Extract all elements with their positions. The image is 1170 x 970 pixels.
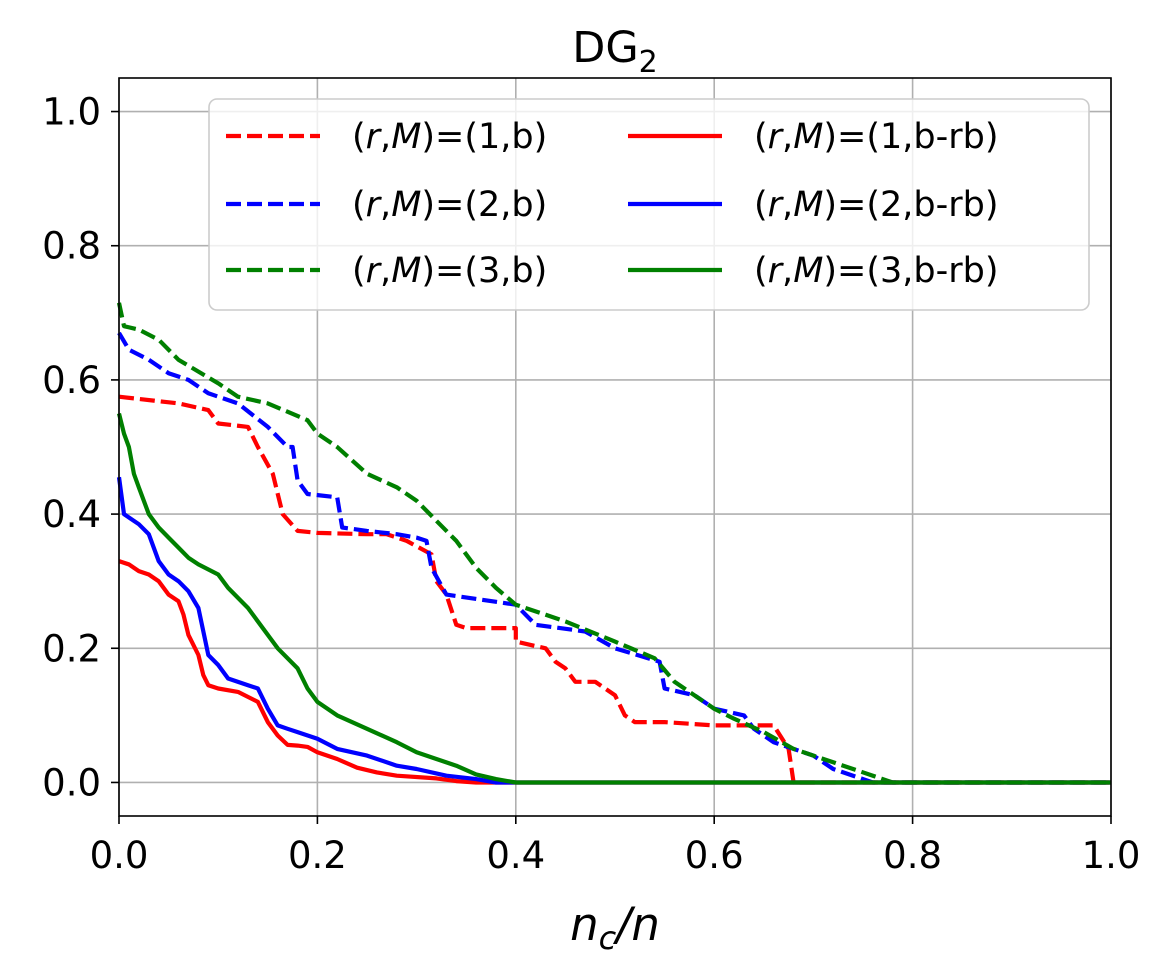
legend-label: (r,M)=(1,b-rb) (754, 117, 999, 157)
legend-label: (r,M)=(2,b-rb) (754, 185, 999, 225)
chart-title: DG2 (572, 23, 658, 80)
series-group (116, 302, 1111, 785)
legend-label: (r,M)=(2,b) (352, 185, 547, 225)
series-line-5 (116, 476, 1111, 785)
x-tick-label: 0.8 (883, 834, 942, 877)
axis-ticks: 0.0 0.2 0.4 0.6 0.8 1.0 0.0 0.2 0.4 0.6 0.8 1.0 (42, 91, 1140, 877)
y-tick-label: 0.6 (42, 359, 101, 402)
x-tick-label: 0.6 (685, 834, 744, 877)
plot-frame (118, 77, 1112, 817)
x-tick-label: 0.0 (90, 834, 149, 877)
x-tick-label: 1.0 (1082, 834, 1141, 877)
y-tick-label: 0.8 (42, 225, 101, 268)
legend: (r,M)=(1,b) (r,M)=(2,b) (r,M)=(3,b) (r,M)=(… (208, 98, 1090, 311)
legend-label: (r,M)=(1,b) (352, 117, 547, 157)
x-tick-label: 0.4 (486, 834, 545, 877)
x-axis-label: nc/n (570, 898, 660, 957)
legend-label: (r,M)=(3,b) (352, 251, 547, 291)
series-line-3 (116, 302, 1111, 785)
y-tick-label: 1.0 (42, 91, 101, 134)
y-tick-label: 0.0 (42, 761, 101, 804)
y-tick-label: 0.2 (42, 627, 101, 670)
series-line-6 (116, 412, 1111, 785)
series-line-1 (118, 394, 1111, 785)
x-tick-label: 0.2 (288, 834, 347, 877)
series-line-4 (118, 559, 1111, 785)
y-tick-label: 0.4 (42, 493, 101, 536)
legend-label: (r,M)=(3,b-rb) (754, 251, 999, 291)
